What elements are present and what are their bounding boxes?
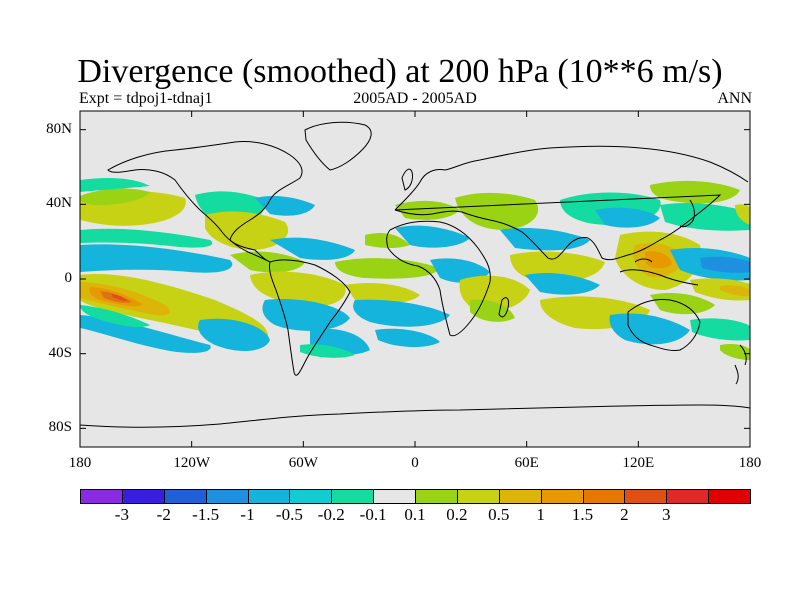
contour-region <box>395 225 470 248</box>
lon-tick-label: 180 <box>68 455 92 471</box>
lat-tick-label: 40S <box>48 344 72 361</box>
lon-tick-label: 60E <box>514 455 539 471</box>
coastline-madagascar <box>498 297 509 318</box>
contour-region <box>205 211 289 250</box>
colorbar-label: -1 <box>240 505 255 524</box>
contour-region <box>270 237 355 260</box>
colorbar-label: -0.5 <box>275 505 303 524</box>
colorbar-swatch <box>708 489 751 504</box>
colorbar-label: -2 <box>156 505 171 524</box>
contour-region <box>80 228 213 248</box>
coastlines <box>80 121 750 428</box>
contour-region <box>365 233 410 249</box>
coastline-new-zealand <box>734 344 747 385</box>
contour-region <box>80 244 233 273</box>
colorbar-swatch <box>666 489 710 504</box>
contour-region <box>80 305 150 328</box>
contour-region <box>735 204 750 225</box>
coastline-africa <box>386 220 491 337</box>
colorbar-swatch <box>247 489 291 504</box>
colorbar-swatch <box>205 489 249 504</box>
contour-region <box>80 188 150 205</box>
coastline-japan <box>679 199 695 228</box>
time-range-label: 2005AD - 2005AD <box>353 90 477 107</box>
contour-region <box>262 299 350 331</box>
lon-tick-label: 60W <box>288 455 318 471</box>
colorbar-label: -1.5 <box>192 505 220 524</box>
coastline-south-america <box>269 259 351 376</box>
colorbar-swatch <box>582 489 626 504</box>
contour-region <box>690 318 750 341</box>
colorbar-swatch <box>331 489 375 504</box>
colorbar-swatch <box>373 489 416 504</box>
colorbar-swatch <box>624 489 668 504</box>
lon-tick-label: 0 <box>411 455 419 471</box>
lon-tick-label: 180 <box>738 455 762 471</box>
contour-region <box>609 313 690 345</box>
colorbar-label: 0.1 <box>404 505 426 524</box>
chart-title: Divergence (smoothed) at 200 hPa (10**6 … <box>77 53 723 90</box>
contour-region <box>525 273 600 295</box>
colorbar-swatch <box>456 489 500 504</box>
lon-tick-label: 120E <box>622 455 655 471</box>
contour-region <box>230 251 305 273</box>
coastline-uk <box>401 168 413 191</box>
coastline-antarctica <box>80 404 750 428</box>
lat-tick-label: 40N <box>46 195 72 212</box>
contour-fields <box>80 178 750 360</box>
contour-region <box>500 228 590 251</box>
colorbar-label: -0.2 <box>317 505 345 524</box>
contour-region <box>353 299 450 327</box>
colorbar-label: 1 <box>536 505 545 524</box>
contour-region <box>250 271 346 307</box>
colorbar-swatch <box>498 489 542 504</box>
colorbar-label: 3 <box>662 505 671 524</box>
lat-tick-label: 0 <box>64 270 73 286</box>
contour-region <box>345 283 420 304</box>
contour-region <box>375 328 440 348</box>
lon-tick-label: 120W <box>173 455 210 471</box>
colorbar-label: 0.5 <box>488 505 510 524</box>
coastline-eurasia <box>394 145 749 261</box>
colorbar-label: 0.2 <box>446 505 468 524</box>
contour-region <box>700 256 750 273</box>
coastline-north-america <box>107 141 303 263</box>
contour-region <box>645 251 672 269</box>
coastline-indonesia <box>619 258 699 286</box>
experiment-label: Expt = tdpoj1-tdnaj1 <box>79 90 213 107</box>
colorbar-swatch <box>163 489 207 504</box>
contour-region <box>198 318 270 352</box>
colorbar-swatch <box>289 489 333 504</box>
colorbar-swatch <box>80 489 123 504</box>
contour-region <box>80 178 150 192</box>
season-label: ANN <box>717 90 752 107</box>
contour-region <box>660 202 750 231</box>
colorbar-label: 1.5 <box>571 505 594 524</box>
contour-region <box>595 207 660 228</box>
colorbar-swatch <box>540 489 584 504</box>
coastline-greenland <box>304 121 372 171</box>
colorbar-label: -3 <box>114 505 129 524</box>
colorbar-label: -0.1 <box>359 505 387 524</box>
contour-region <box>455 192 539 230</box>
contour-region <box>112 294 128 301</box>
contour-region <box>395 200 460 220</box>
lat-tick-label: 80N <box>46 120 72 137</box>
coastline-australia <box>627 299 701 351</box>
lat-tick-label: 80S <box>48 419 72 436</box>
contour-region <box>80 315 211 353</box>
colorbar-swatch <box>121 489 165 504</box>
contour-region <box>335 258 440 279</box>
colorbar-label: 2 <box>620 505 629 524</box>
contour-region <box>720 285 750 297</box>
colorbar-swatch <box>415 489 458 504</box>
